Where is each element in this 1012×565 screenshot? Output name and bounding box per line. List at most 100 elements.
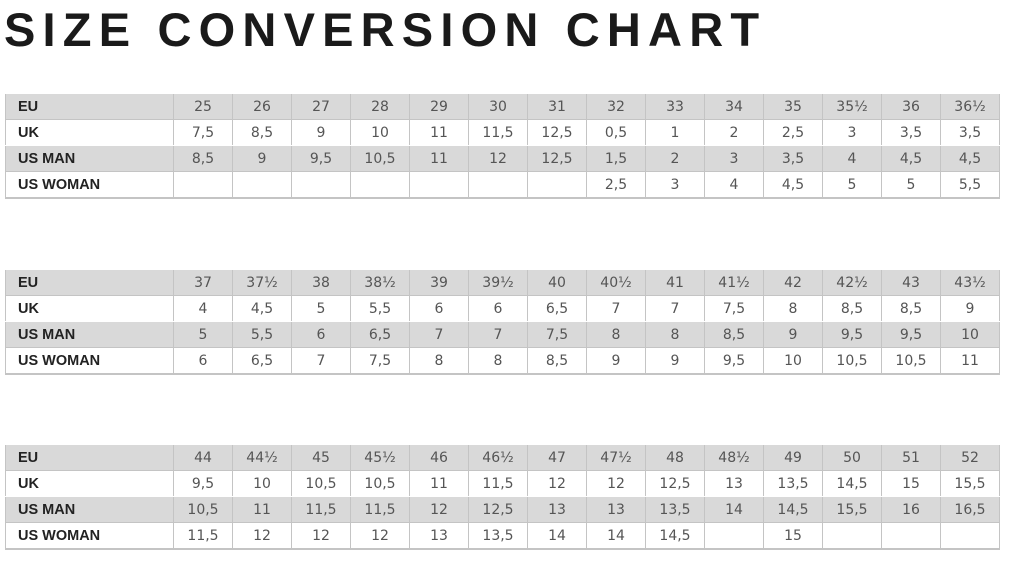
size-cell: 35: [763, 94, 823, 120]
size-cell: 7,5: [527, 321, 587, 348]
size-cell: 8,5: [822, 295, 882, 322]
size-cell: 48: [645, 445, 705, 471]
row-label: EU: [5, 94, 174, 120]
size-cell: 14,5: [763, 496, 823, 523]
size-cell: [527, 171, 587, 199]
size-cell: 6: [291, 321, 351, 348]
size-cell: 10: [350, 119, 410, 146]
size-cell: 14,5: [822, 470, 882, 497]
size-cell: 6: [173, 347, 233, 375]
row-label: US WOMAN: [5, 522, 174, 550]
size-cell: 7,5: [173, 119, 233, 146]
size-cell: 3,5: [940, 119, 1000, 146]
size-cell: 13: [527, 496, 587, 523]
size-cell: 16: [881, 496, 941, 523]
table-row: UK 4 4,5 5 5,5 6 6 6,5 7 7 7,5 8 8,5 8,5 9: [5, 295, 1000, 322]
size-cell: 12: [468, 145, 528, 172]
size-cell: 41½: [704, 270, 764, 296]
size-cell: 9: [586, 347, 646, 375]
size-cell: 8: [409, 347, 469, 375]
row-label: US MAN: [5, 321, 174, 348]
size-cell: 3: [704, 145, 764, 172]
size-cell: 29: [409, 94, 469, 120]
size-cell: 15: [881, 470, 941, 497]
size-cell: 16,5: [940, 496, 1000, 523]
size-cell: 32: [586, 94, 646, 120]
row-label: US MAN: [5, 496, 174, 523]
size-cell: 31: [527, 94, 587, 120]
size-cell: 8: [763, 295, 823, 322]
size-cell: [704, 522, 764, 550]
size-cell: 11,5: [350, 496, 410, 523]
size-cell: 5: [173, 321, 233, 348]
size-cell: 11,5: [468, 119, 528, 146]
table-row: EU 44 44½ 45 45½ 46 46½ 47 47½ 48 48½ 49 50 51 52: [5, 445, 1000, 471]
size-cell: 7: [586, 295, 646, 322]
size-cell: 10: [763, 347, 823, 375]
size-cell: 10,5: [822, 347, 882, 375]
row-label: US WOMAN: [5, 347, 174, 375]
size-cell: 8: [468, 347, 528, 375]
size-table-2: EU 37 37½ 38 38½ 39 39½ 40 40½ 41 41½ 42 42½ 43 43½ UK 4…: [5, 270, 1000, 375]
size-cell: 12: [527, 470, 587, 497]
size-table-3: EU 44 44½ 45 45½ 46 46½ 47 47½ 48 48½ 49 50 51 52 UK 9,5…: [5, 445, 1000, 550]
size-cell: 50: [822, 445, 882, 471]
size-cell: 9: [763, 321, 823, 348]
size-cell: 38: [291, 270, 351, 296]
size-cell: 4,5: [232, 295, 292, 322]
table-row: EU 25 26 27 28 29 30 31 32 33 34 35 35½ 36 36½: [5, 94, 1000, 120]
size-cell: 5,5: [350, 295, 410, 322]
row-label: UK: [5, 295, 174, 322]
size-cell: 48½: [704, 445, 764, 471]
size-cell: 40½: [586, 270, 646, 296]
size-cell: 35½: [822, 94, 882, 120]
size-cell: 15: [763, 522, 823, 550]
size-cell: 6: [468, 295, 528, 322]
size-cell: 9: [232, 145, 292, 172]
size-table-1: EU 25 26 27 28 29 30 31 32 33 34 35 35½ 36 36½ UK 7,5 8,5…: [5, 94, 1000, 199]
size-cell: 51: [881, 445, 941, 471]
size-cell: 9,5: [173, 470, 233, 497]
size-cell: 14,5: [645, 522, 705, 550]
size-cell: 28: [350, 94, 410, 120]
size-cell: 52: [940, 445, 1000, 471]
size-cell: 11,5: [468, 470, 528, 497]
size-cell: [881, 522, 941, 550]
row-label: US MAN: [5, 145, 174, 172]
page-title: SIZE CONVERSION CHART: [4, 3, 767, 56]
size-cell: 9: [291, 119, 351, 146]
size-cell: 7,5: [704, 295, 764, 322]
size-cell: 10,5: [881, 347, 941, 375]
size-cell: 44½: [232, 445, 292, 471]
table-row: US WOMAN 11,5 12 12 12 13 13,5 14 14 14,5 15: [5, 522, 1000, 550]
size-cell: 8,5: [704, 321, 764, 348]
size-cell: 8: [645, 321, 705, 348]
size-cell: 3: [822, 119, 882, 146]
size-cell: 4: [173, 295, 233, 322]
size-cell: 9: [940, 295, 1000, 322]
size-cell: 43½: [940, 270, 1000, 296]
size-cell: 10,5: [350, 145, 410, 172]
size-cell: 37: [173, 270, 233, 296]
size-cell: 7: [409, 321, 469, 348]
size-cell: 7: [291, 347, 351, 375]
size-cell: 9,5: [822, 321, 882, 348]
size-cell: 38½: [350, 270, 410, 296]
size-cell: 2,5: [763, 119, 823, 146]
size-cell: 7: [468, 321, 528, 348]
size-cell: 15,5: [940, 470, 1000, 497]
size-cell: [350, 171, 410, 199]
size-cell: 10,5: [173, 496, 233, 523]
size-cell: 14: [704, 496, 764, 523]
size-cell: 11: [409, 145, 469, 172]
size-cell: 46½: [468, 445, 528, 471]
table-row: US MAN 8,5 9 9,5 10,5 11 12 12,5 1,5 2 3 3,5 4 4,5 4,5: [5, 145, 1000, 172]
size-cell: 47: [527, 445, 587, 471]
row-label: UK: [5, 470, 174, 497]
size-cell: 4,5: [763, 171, 823, 199]
size-cell: 42½: [822, 270, 882, 296]
size-cell: 6,5: [350, 321, 410, 348]
size-cell: 5: [291, 295, 351, 322]
size-cell: 8,5: [173, 145, 233, 172]
table-row: US WOMAN 6 6,5 7 7,5 8 8 8,5 9 9 9,5 10 10,5 10,5 11: [5, 347, 1000, 375]
